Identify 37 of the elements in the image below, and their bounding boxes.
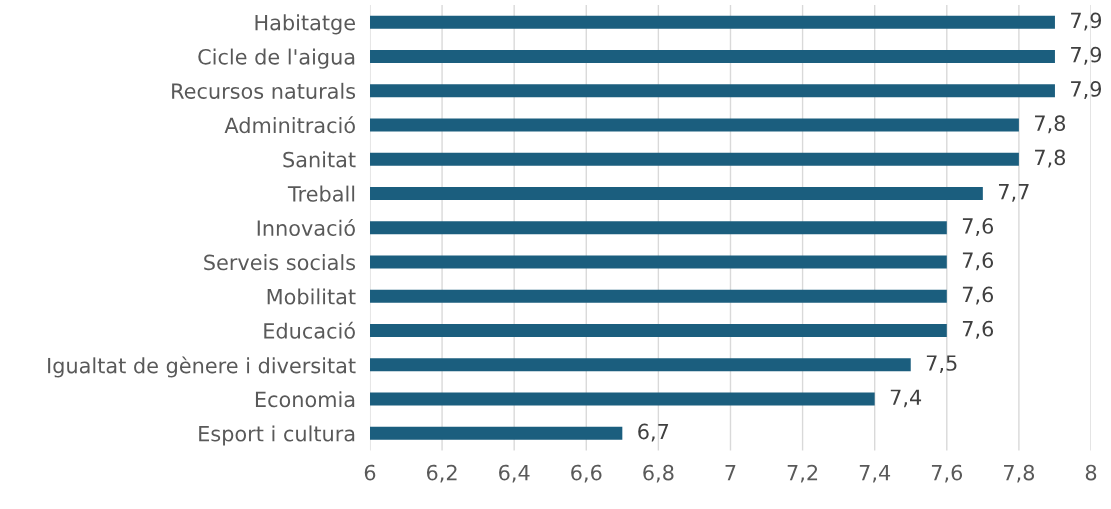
data-label: 7,9: [1071, 81, 1102, 99]
y-tick-label: Educació: [264, 321, 355, 339]
data-label: 7,9: [1071, 12, 1102, 31]
y-tick-label: Esport i cultura: [199, 425, 355, 446]
y-tick-label: Treball: [287, 185, 355, 202]
data-label: 7,9: [1071, 46, 1102, 65]
y-tick-label: Adminitració: [224, 116, 355, 134]
x-tick-label: 7,2: [787, 464, 818, 483]
x-tick-label: 7,6: [931, 464, 963, 483]
x-tick-label: 6,6: [571, 464, 602, 483]
data-label: 7,8: [1035, 115, 1066, 134]
y-tick-label: Recursos naturals: [172, 82, 356, 99]
data-label: 7,6: [962, 286, 994, 305]
y-tick-label: Innovació: [257, 219, 355, 236]
data-label: 6,7: [638, 423, 669, 442]
y-tick-label: Cicle de l'aigua: [198, 48, 355, 69]
data-label: 7,6: [962, 320, 994, 339]
data-label: 7,5: [926, 355, 957, 373]
data-label: 7,6: [962, 218, 994, 236]
x-tick-label: 6,2: [426, 464, 457, 483]
data-label: 7,8: [1035, 149, 1066, 168]
y-tick-label: Habitatge: [255, 14, 355, 35]
x-tick-label: 7: [725, 465, 736, 481]
data-label: 7,6: [962, 252, 994, 271]
data-label: 7,7: [998, 184, 1029, 202]
x-tick-label: 6,4: [499, 464, 530, 483]
y-tick-label: Serveis socials: [204, 254, 356, 271]
x-tick-label: 7,4: [859, 465, 891, 483]
x-tick-label: 8: [1085, 464, 1097, 481]
y-tick-label: Mobilitat: [267, 288, 356, 305]
x-tick-label: 6,8: [643, 464, 674, 483]
data-label: 7,4: [890, 389, 922, 408]
y-tick-label: Igualtat de gènere i diversitat: [48, 356, 356, 378]
x-tick-label: 6: [364, 464, 376, 481]
y-tick-label: Sanitat: [283, 151, 356, 168]
x-tick-label: 7,8: [1004, 464, 1035, 483]
y-tick-label: Economia: [255, 391, 355, 408]
